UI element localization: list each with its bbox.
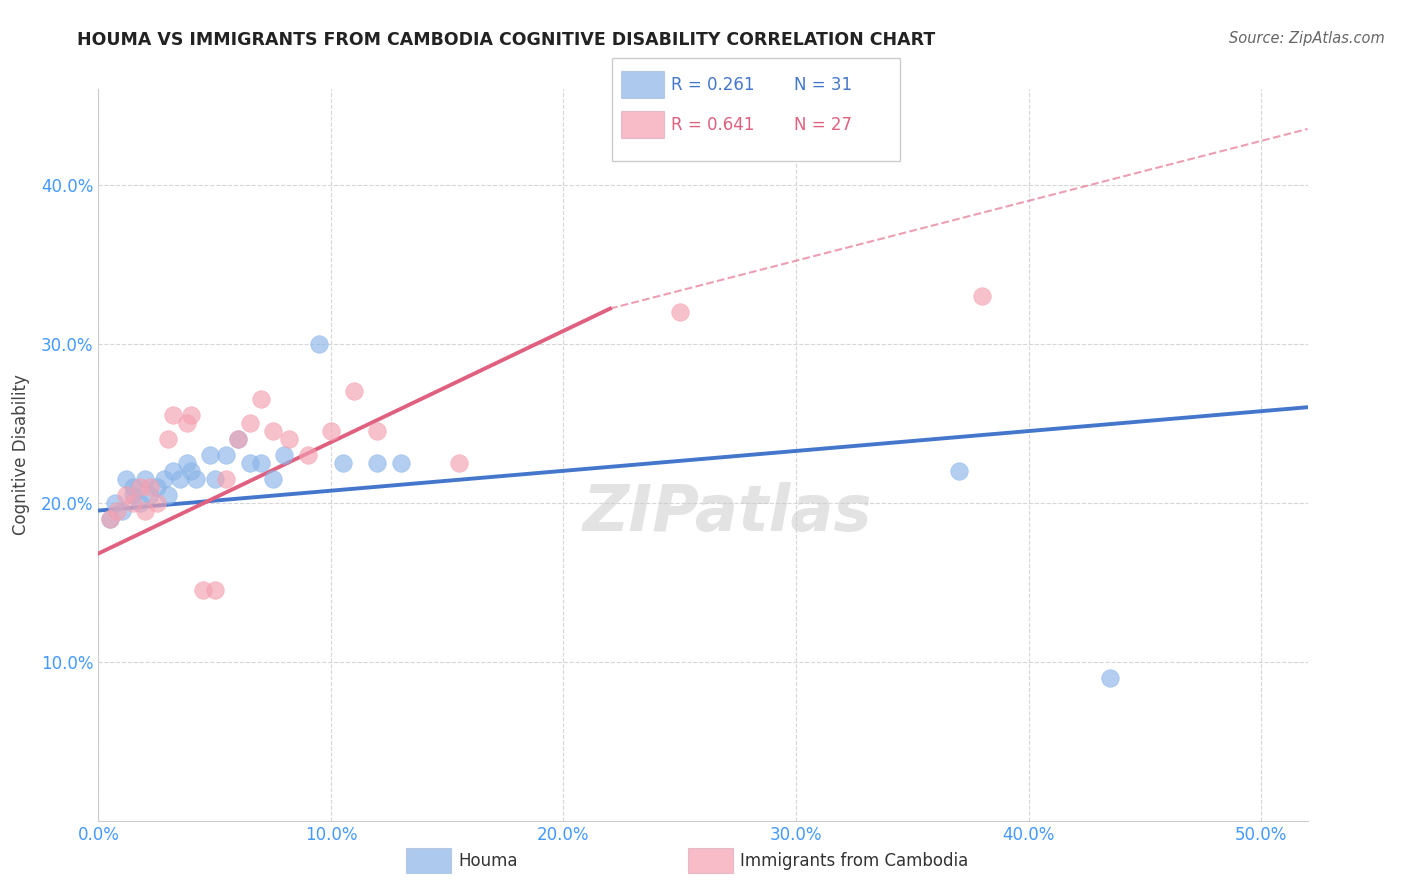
Point — [389, 456, 412, 470]
Point — [98, 511, 121, 525]
Point — [98, 511, 121, 525]
Text: N = 27: N = 27 — [794, 116, 852, 134]
Point — [145, 480, 167, 494]
Point — [366, 456, 388, 470]
Point — [262, 424, 284, 438]
Point — [105, 503, 128, 517]
Point — [157, 488, 180, 502]
Point — [180, 464, 202, 478]
Text: R = 0.641: R = 0.641 — [671, 116, 754, 134]
Text: HOUMA VS IMMIGRANTS FROM CAMBODIA COGNITIVE DISABILITY CORRELATION CHART: HOUMA VS IMMIGRANTS FROM CAMBODIA COGNIT… — [77, 31, 935, 49]
Point — [970, 289, 993, 303]
Point — [204, 472, 226, 486]
Point — [332, 456, 354, 470]
Point — [278, 432, 301, 446]
Text: N = 31: N = 31 — [794, 76, 852, 94]
Point — [250, 392, 273, 407]
Point — [184, 472, 207, 486]
Point — [1098, 671, 1121, 685]
Point — [273, 448, 295, 462]
Point — [104, 495, 127, 509]
Point — [122, 480, 145, 494]
Point — [129, 480, 152, 494]
Text: ZIPatlas: ZIPatlas — [582, 483, 872, 544]
Point — [162, 464, 184, 478]
Point — [226, 432, 249, 446]
Y-axis label: Cognitive Disability: Cognitive Disability — [11, 375, 30, 535]
Point — [948, 464, 970, 478]
Point — [111, 503, 134, 517]
Point — [668, 305, 690, 319]
Point — [204, 583, 226, 598]
Point — [134, 503, 156, 517]
Point — [129, 495, 152, 509]
Point — [262, 472, 284, 486]
Point — [157, 432, 180, 446]
Point — [250, 456, 273, 470]
Point — [447, 456, 470, 470]
Point — [176, 416, 198, 430]
Point — [366, 424, 388, 438]
Point — [226, 432, 249, 446]
Point — [343, 384, 366, 399]
Point — [180, 408, 202, 422]
Point — [191, 583, 214, 598]
Point — [239, 456, 262, 470]
Point — [134, 472, 156, 486]
Point — [169, 472, 191, 486]
Point — [198, 448, 221, 462]
Point — [122, 488, 145, 502]
Point — [145, 495, 167, 509]
Point — [152, 472, 174, 486]
Text: Source: ZipAtlas.com: Source: ZipAtlas.com — [1229, 31, 1385, 46]
Point — [115, 488, 138, 502]
Point — [138, 488, 160, 502]
Point — [215, 448, 238, 462]
Text: Immigrants from Cambodia: Immigrants from Cambodia — [740, 852, 967, 870]
Point — [138, 480, 160, 494]
Point — [319, 424, 342, 438]
Text: R = 0.261: R = 0.261 — [671, 76, 754, 94]
Point — [122, 495, 145, 509]
Point — [239, 416, 262, 430]
Point — [162, 408, 184, 422]
Point — [176, 456, 198, 470]
Text: Houma: Houma — [458, 852, 517, 870]
Point — [115, 472, 138, 486]
Point — [297, 448, 319, 462]
Point — [308, 336, 330, 351]
Point — [215, 472, 238, 486]
